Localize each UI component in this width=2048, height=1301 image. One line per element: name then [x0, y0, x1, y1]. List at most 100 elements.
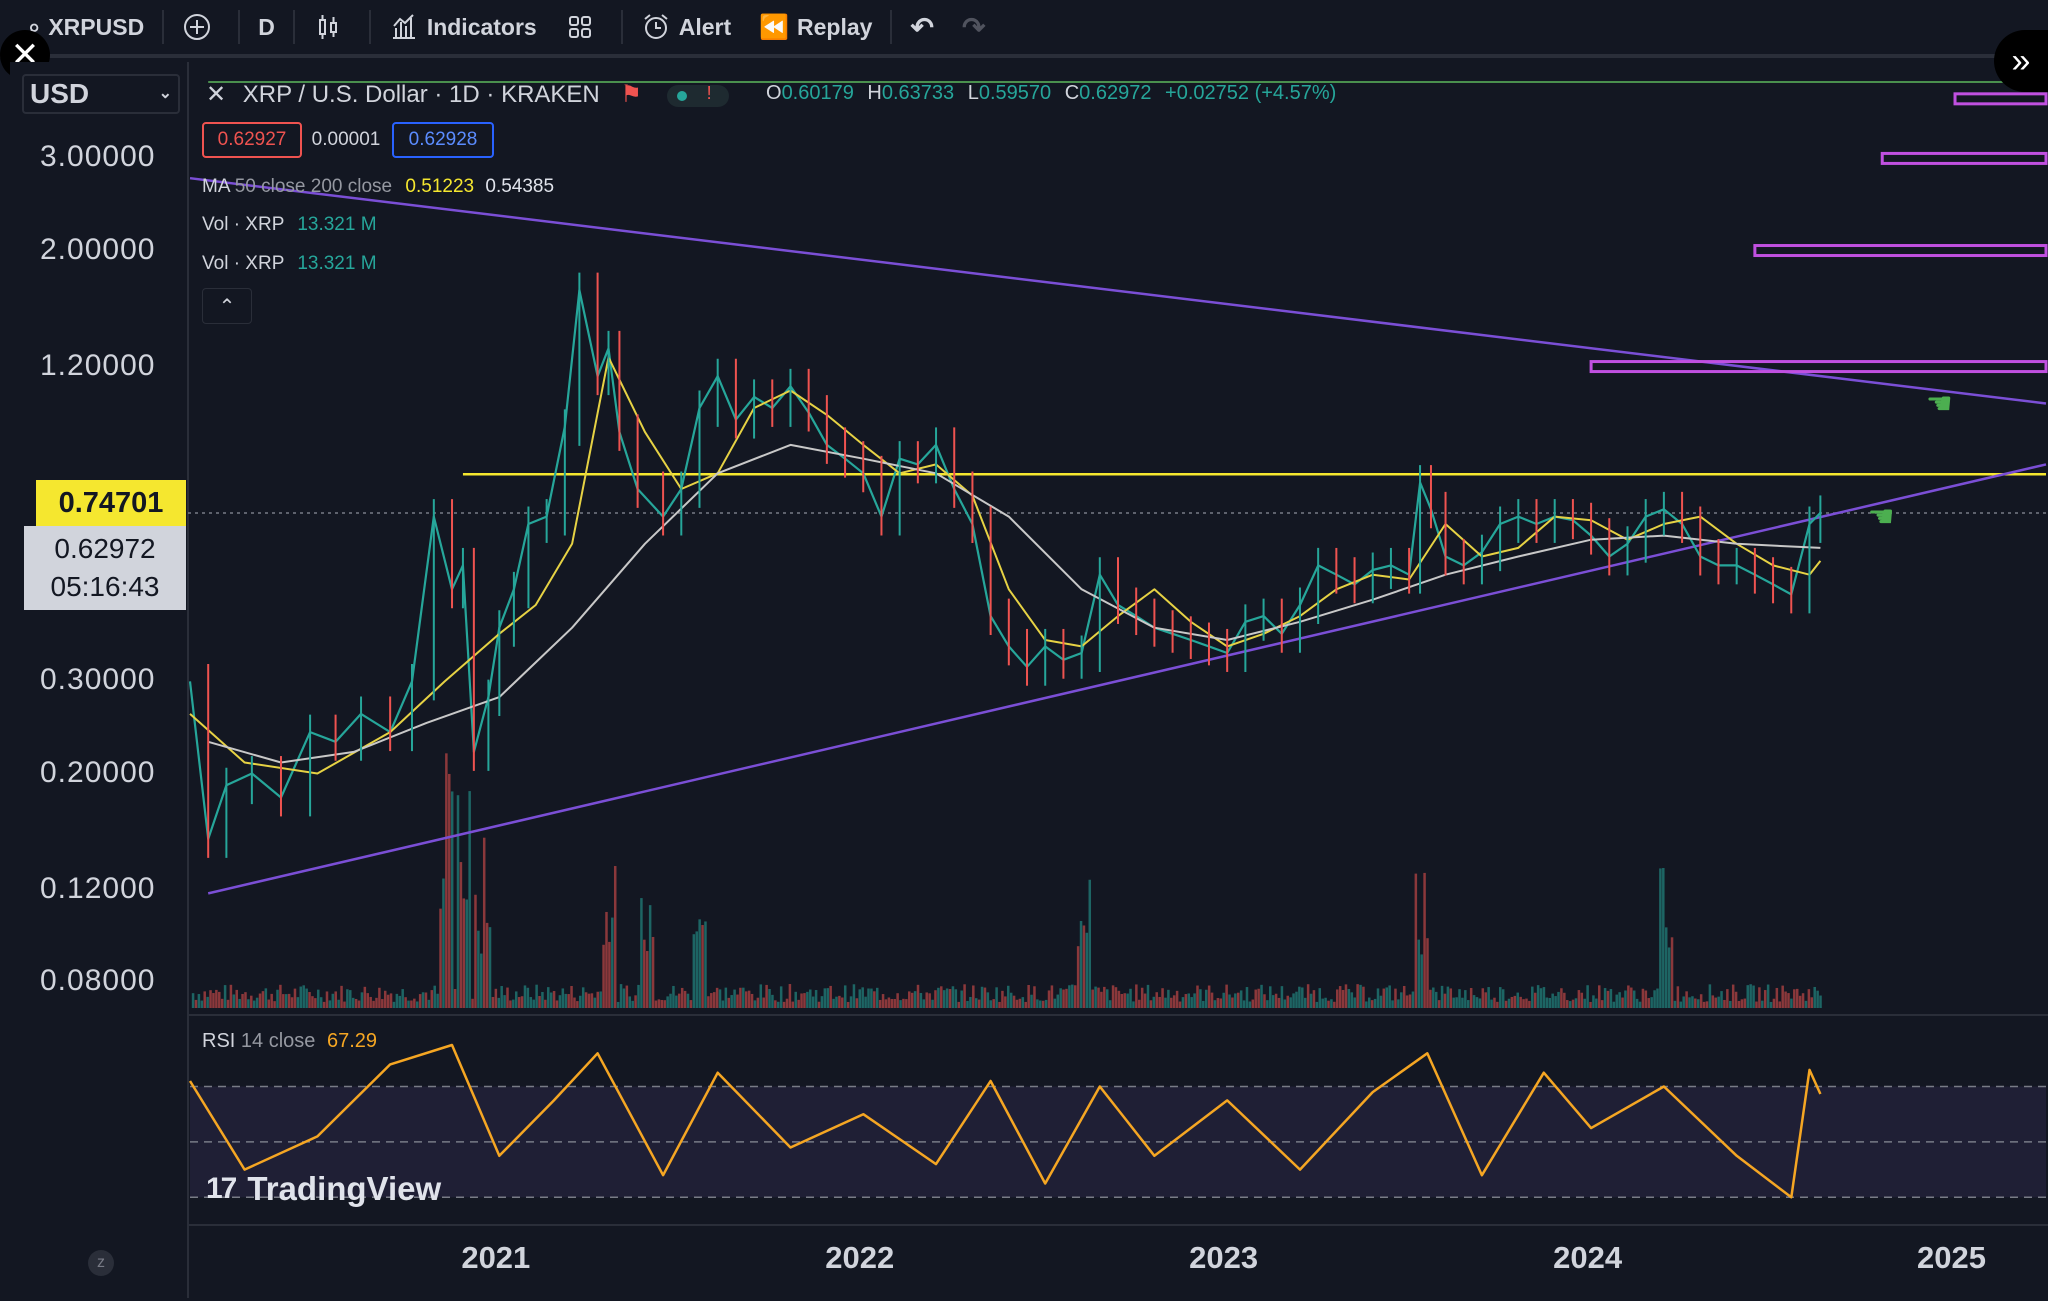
volume-bar — [1397, 999, 1400, 1008]
volume-bar — [1632, 990, 1636, 1008]
flag-icon[interactable]: ⚑ — [620, 81, 642, 108]
volume-bar — [1053, 998, 1057, 1008]
volume-bar — [1565, 1000, 1569, 1008]
volume-bar — [1129, 988, 1132, 1008]
volume-bar — [1467, 1000, 1470, 1008]
volume-bar — [777, 1001, 780, 1008]
volume-bar — [1717, 996, 1720, 1008]
volume-bar — [1356, 984, 1359, 1008]
volume-bar — [666, 996, 669, 1008]
price-axis[interactable] — [10, 62, 186, 1228]
volume-bar — [442, 878, 445, 1008]
indicators-label: Indicators — [426, 13, 537, 40]
indicators-icon — [392, 14, 415, 39]
volume-bar — [1111, 985, 1115, 1008]
volume-bar — [587, 993, 591, 1008]
volume-bar — [1682, 996, 1685, 1008]
alert-label: Alert — [678, 13, 732, 40]
volume-bar — [317, 989, 320, 1008]
volume-bar — [1254, 989, 1257, 1008]
volume-bar — [418, 994, 422, 1008]
volume-bar — [1595, 998, 1598, 1008]
volume-bar — [308, 992, 311, 1008]
volume-bar — [625, 985, 629, 1008]
volume-bar — [1024, 1001, 1027, 1008]
volume-bar — [974, 998, 978, 1008]
volume-bar — [1528, 1000, 1531, 1008]
volume-bar — [311, 996, 314, 1008]
volume-bar — [477, 930, 480, 1008]
volume-bar — [960, 990, 963, 1008]
volume-bar — [1609, 989, 1613, 1008]
volume-bar — [1132, 1001, 1135, 1008]
volume-bar — [1519, 996, 1522, 1008]
compare-add-button[interactable] — [168, 0, 234, 56]
currency-select[interactable]: USD ⌄ — [22, 74, 180, 114]
volume-bar — [357, 1000, 361, 1008]
volume-bar — [1755, 1001, 1758, 1008]
volume-bar — [1720, 991, 1723, 1008]
timezone-button[interactable]: z — [88, 1250, 114, 1276]
volume-bar — [1798, 995, 1802, 1008]
rsi-legend[interactable]: RSI 14 close 67.29 — [202, 1030, 377, 1053]
volume-bar — [576, 1001, 579, 1008]
volume-bar — [1737, 1000, 1741, 1008]
volume-bar — [238, 998, 241, 1008]
volume-bar — [482, 837, 486, 1008]
volume-bar — [351, 997, 355, 1008]
volume-bar — [456, 795, 460, 1008]
volume-bar — [1813, 986, 1816, 1008]
volume-bar — [678, 993, 681, 1008]
volume-legend-2[interactable]: Vol · XRP 13.321 M — [202, 253, 377, 275]
volume-bar — [1638, 1001, 1642, 1008]
replay-button[interactable]: ⏪ Replay — [745, 0, 886, 56]
remove-symbol-icon[interactable]: ✕ — [206, 81, 227, 108]
volume-bar — [252, 1000, 256, 1008]
buy-price-button[interactable]: 0.62928 — [392, 122, 494, 158]
volume-bar — [514, 991, 518, 1008]
layouts-button[interactable] — [551, 0, 617, 56]
volume-bar — [631, 1000, 634, 1008]
volume-bar — [730, 995, 733, 1008]
volume-bar — [561, 988, 565, 1008]
chart-type-button[interactable] — [299, 0, 365, 56]
volume-bar — [1635, 998, 1639, 1008]
volume-bar — [541, 991, 544, 1008]
redo-button[interactable]: ↷ — [948, 0, 999, 56]
interval-button[interactable]: D — [244, 0, 289, 56]
volume-bar — [1015, 999, 1019, 1008]
indicators-button[interactable]: Indicators — [375, 0, 551, 56]
volume-bar — [948, 989, 952, 1008]
alert-button[interactable]: Alert — [627, 0, 745, 56]
ma-legend[interactable]: MA 50 close 200 close 0.51223 0.54385 — [202, 176, 554, 198]
volume-bar — [1184, 994, 1188, 1008]
collapse-legend-button[interactable]: ⌃ — [202, 288, 252, 324]
volume-bar — [282, 994, 285, 1008]
price-tick-label: 0.12000 — [40, 871, 156, 905]
volume-bar — [951, 986, 955, 1008]
volume-bar — [794, 991, 797, 1008]
sell-price-button[interactable]: 0.62927 — [202, 122, 302, 158]
volume-bar — [1787, 993, 1790, 1008]
volume-bar — [663, 1000, 666, 1008]
volume-bar — [1624, 990, 1627, 1008]
volume-legend-1[interactable]: Vol · XRP 13.321 M — [202, 214, 377, 236]
volume-bar — [584, 992, 588, 1008]
volume-bar — [1368, 997, 1371, 1008]
vol-symbol: · XRP — [233, 253, 285, 274]
volume-bar — [913, 991, 917, 1008]
volume-bar — [1295, 991, 1298, 1008]
volume-bar — [383, 990, 387, 1008]
volume-bar — [1286, 995, 1289, 1008]
undo-button[interactable]: ↶ — [896, 0, 947, 56]
volume-bar — [1580, 992, 1584, 1008]
volume-bar — [421, 992, 425, 1008]
volume-bar — [928, 993, 931, 1008]
volume-bar — [1009, 992, 1013, 1008]
volume-bar — [1007, 985, 1010, 1008]
volume-bar — [608, 941, 611, 1008]
price-tick-label: 3.00000 — [40, 140, 156, 174]
double-chevron-right-icon[interactable]: » — [1994, 30, 2048, 92]
volume-bar — [573, 997, 576, 1008]
